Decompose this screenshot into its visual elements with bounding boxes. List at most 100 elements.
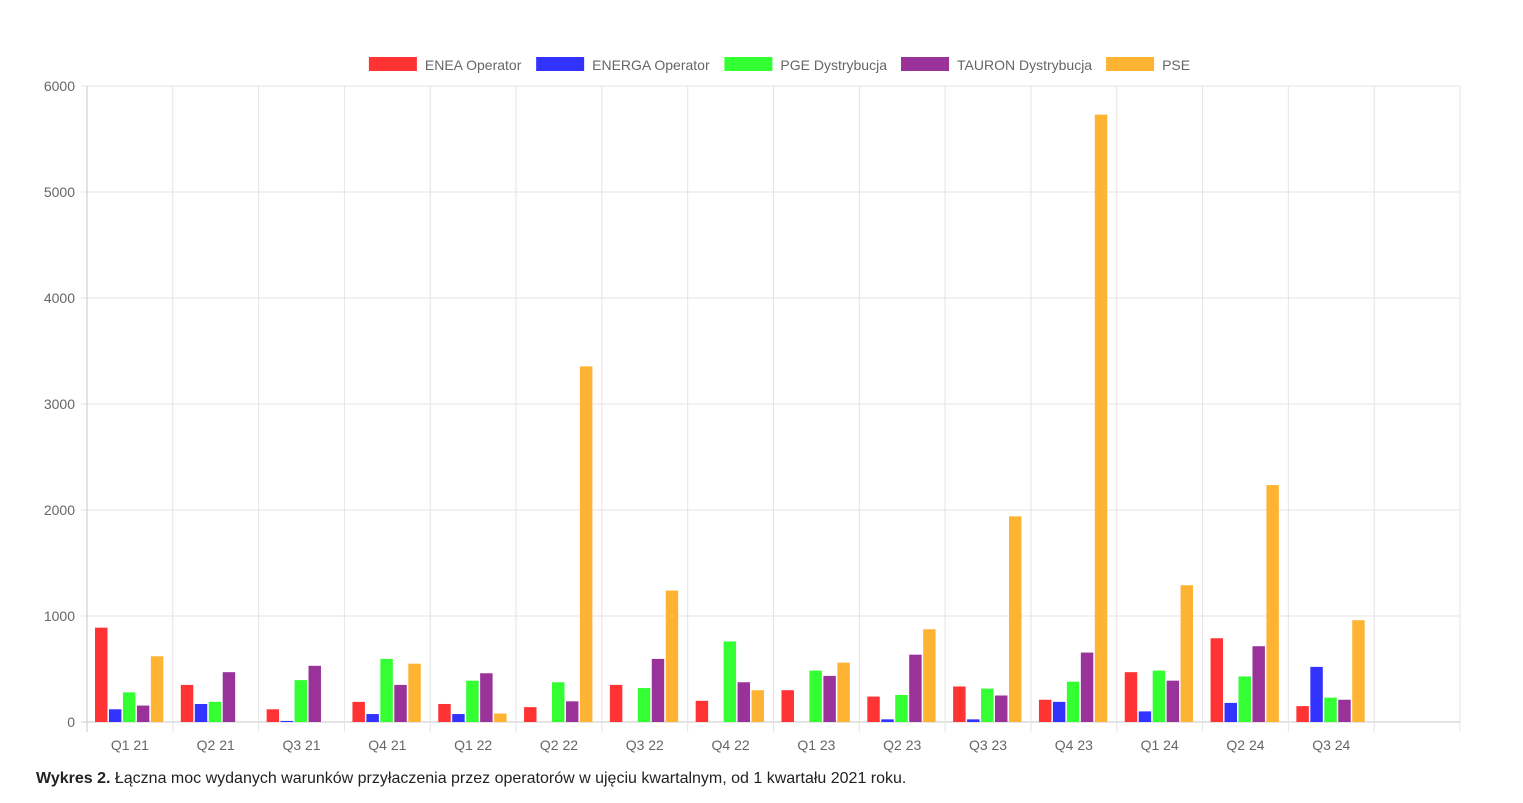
- bar[interactable]: [280, 720, 294, 722]
- bar[interactable]: [1080, 652, 1094, 722]
- x-tick-label: Q4 22: [712, 737, 750, 753]
- bar[interactable]: [1152, 670, 1166, 722]
- y-axis: 0 1000 2000 3000 4000 5000 6000: [44, 78, 75, 730]
- x-tick-label: Q4 21: [368, 737, 406, 753]
- bar[interactable]: [222, 672, 236, 722]
- legend-item[interactable]: PSE: [1106, 57, 1190, 73]
- bar[interactable]: [480, 673, 493, 722]
- y-tick-label: 0: [67, 714, 75, 730]
- bar[interactable]: [1324, 697, 1337, 722]
- x-tick-label: Q1 23: [797, 737, 835, 753]
- bar[interactable]: [995, 695, 1008, 723]
- bar[interactable]: [1138, 711, 1152, 722]
- bar[interactable]: [881, 719, 894, 722]
- bar[interactable]: [909, 654, 922, 722]
- bar[interactable]: [466, 680, 479, 722]
- bar[interactable]: [438, 703, 451, 722]
- bar[interactable]: [565, 701, 579, 722]
- bar-chart: ENEA Operator ENERGA Operator PGE Dystrybu…: [44, 57, 1461, 753]
- bar[interactable]: [981, 688, 994, 722]
- bar[interactable]: [1038, 699, 1052, 722]
- x-tick-label: Q3 22: [626, 737, 664, 753]
- x-tick-label: Q2 24: [1226, 737, 1264, 753]
- x-tick-label: Q1 24: [1141, 737, 1179, 753]
- bar[interactable]: [551, 682, 565, 722]
- bar[interactable]: [867, 696, 880, 722]
- bar[interactable]: [695, 700, 709, 722]
- legend-label: ENERGA Operator: [592, 57, 710, 73]
- bar[interactable]: [967, 719, 980, 722]
- bar[interactable]: [665, 590, 679, 722]
- legend-label: ENEA Operator: [425, 57, 522, 73]
- bar[interactable]: [294, 680, 308, 722]
- bar[interactable]: [1066, 681, 1080, 722]
- bar[interactable]: [494, 713, 507, 722]
- bar[interactable]: [194, 703, 208, 722]
- bar[interactable]: [1238, 676, 1251, 722]
- bar[interactable]: [953, 686, 966, 722]
- bar[interactable]: [380, 658, 393, 722]
- bar[interactable]: [1338, 699, 1351, 722]
- legend-swatch: [1106, 57, 1155, 71]
- chart-legend: ENEA Operator ENERGA Operator PGE Dystrybu…: [368, 57, 1190, 73]
- bar[interactable]: [1252, 646, 1265, 722]
- legend-swatch: [536, 57, 585, 71]
- bar[interactable]: [609, 684, 623, 722]
- x-tick-label: Q2 22: [540, 737, 578, 753]
- legend-label: PGE Dystrybucja: [780, 57, 887, 73]
- legend-label: TAURON Dystrybucja: [957, 57, 1092, 73]
- x-axis: Q1 21 Q2 21 Q3 21 Q4 21 Q1 22 Q2 22 Q3 22 Q4 22…: [111, 737, 1351, 753]
- figure-caption: Wykres 2. Łączna moc wydanych warunków p…: [36, 770, 906, 788]
- bar[interactable]: [1224, 702, 1237, 722]
- bar[interactable]: [637, 688, 651, 722]
- bar[interactable]: [180, 684, 194, 722]
- legend-item[interactable]: TAURON Dystrybucja: [901, 57, 1092, 73]
- bar[interactable]: [781, 690, 794, 722]
- bar[interactable]: [1052, 701, 1066, 722]
- bar[interactable]: [1296, 706, 1309, 722]
- bar[interactable]: [352, 701, 365, 722]
- bar[interactable]: [1094, 114, 1108, 723]
- bar[interactable]: [308, 665, 321, 722]
- bar[interactable]: [95, 627, 108, 722]
- bar[interactable]: [1210, 638, 1224, 722]
- bar[interactable]: [1008, 516, 1022, 722]
- bar[interactable]: [136, 705, 150, 722]
- bar[interactable]: [208, 701, 222, 722]
- bar[interactable]: [408, 663, 421, 722]
- caption-text: Łączna moc wydanych warunków przyłaczeni…: [114, 770, 907, 787]
- bar[interactable]: [837, 662, 850, 722]
- bar[interactable]: [524, 707, 537, 722]
- legend-label: PSE: [1162, 57, 1190, 73]
- bar[interactable]: [737, 682, 751, 722]
- bar[interactable]: [1352, 620, 1365, 722]
- x-tick-label: Q3 23: [969, 737, 1007, 753]
- bar[interactable]: [751, 690, 764, 722]
- legend-item[interactable]: ENEA Operator: [368, 57, 522, 73]
- bar[interactable]: [122, 692, 136, 722]
- legend-item[interactable]: ENERGA Operator: [536, 57, 710, 73]
- bar[interactable]: [366, 714, 379, 722]
- bar[interactable]: [579, 366, 593, 722]
- bar[interactable]: [723, 641, 737, 722]
- bar[interactable]: [1166, 680, 1180, 722]
- bar[interactable]: [452, 714, 465, 722]
- x-tick-label: Q4 23: [1055, 737, 1093, 753]
- bar[interactable]: [923, 629, 936, 722]
- bar[interactable]: [1124, 672, 1138, 722]
- chart-grid: [81, 85, 1461, 732]
- bar[interactable]: [823, 675, 836, 722]
- bar[interactable]: [895, 694, 908, 722]
- legend-swatch: [724, 57, 773, 71]
- bar[interactable]: [150, 656, 164, 722]
- legend-item[interactable]: PGE Dystrybucja: [724, 57, 887, 73]
- bar[interactable]: [809, 670, 822, 722]
- bar[interactable]: [1180, 585, 1194, 722]
- bar[interactable]: [394, 684, 407, 722]
- bar[interactable]: [108, 709, 122, 722]
- bar[interactable]: [651, 658, 665, 722]
- bar[interactable]: [266, 709, 280, 722]
- bar[interactable]: [1266, 485, 1279, 722]
- bar[interactable]: [1310, 666, 1323, 722]
- y-tick-label: 3000: [44, 396, 75, 412]
